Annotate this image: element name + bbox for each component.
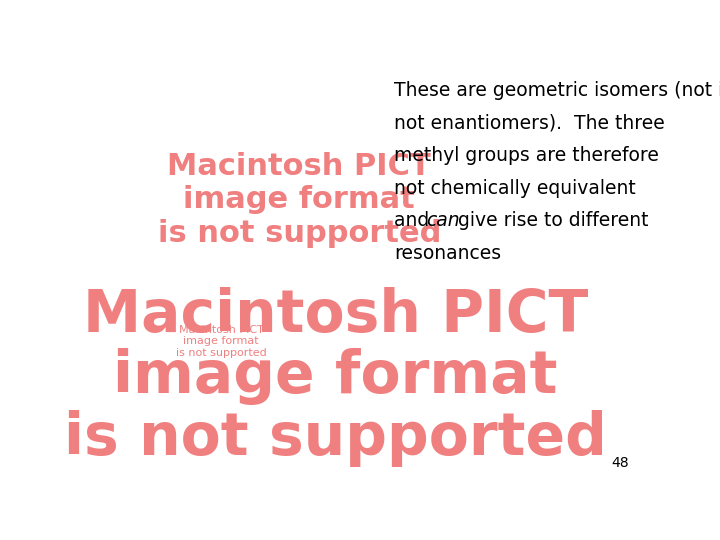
Text: resonances: resonances [394, 244, 501, 262]
Text: not chemically equivalent: not chemically equivalent [394, 179, 636, 198]
Text: Macintosh PICT
image format
is not supported: Macintosh PICT image format is not suppo… [176, 325, 266, 358]
Text: not enantiomers).  The three: not enantiomers). The three [394, 114, 665, 133]
Text: can: can [426, 211, 459, 230]
Text: These are geometric isomers (not identical and: These are geometric isomers (not identic… [394, 82, 720, 100]
Text: 48: 48 [611, 456, 629, 470]
Text: Macintosh PICT
image format
is not supported: Macintosh PICT image format is not suppo… [158, 152, 441, 248]
Text: Macintosh PICT
image format
is not supported: Macintosh PICT image format is not suppo… [64, 287, 607, 467]
Text: and: and [394, 211, 436, 230]
Text: give rise to different: give rise to different [452, 211, 649, 230]
Text: methyl groups are therefore: methyl groups are therefore [394, 146, 659, 165]
